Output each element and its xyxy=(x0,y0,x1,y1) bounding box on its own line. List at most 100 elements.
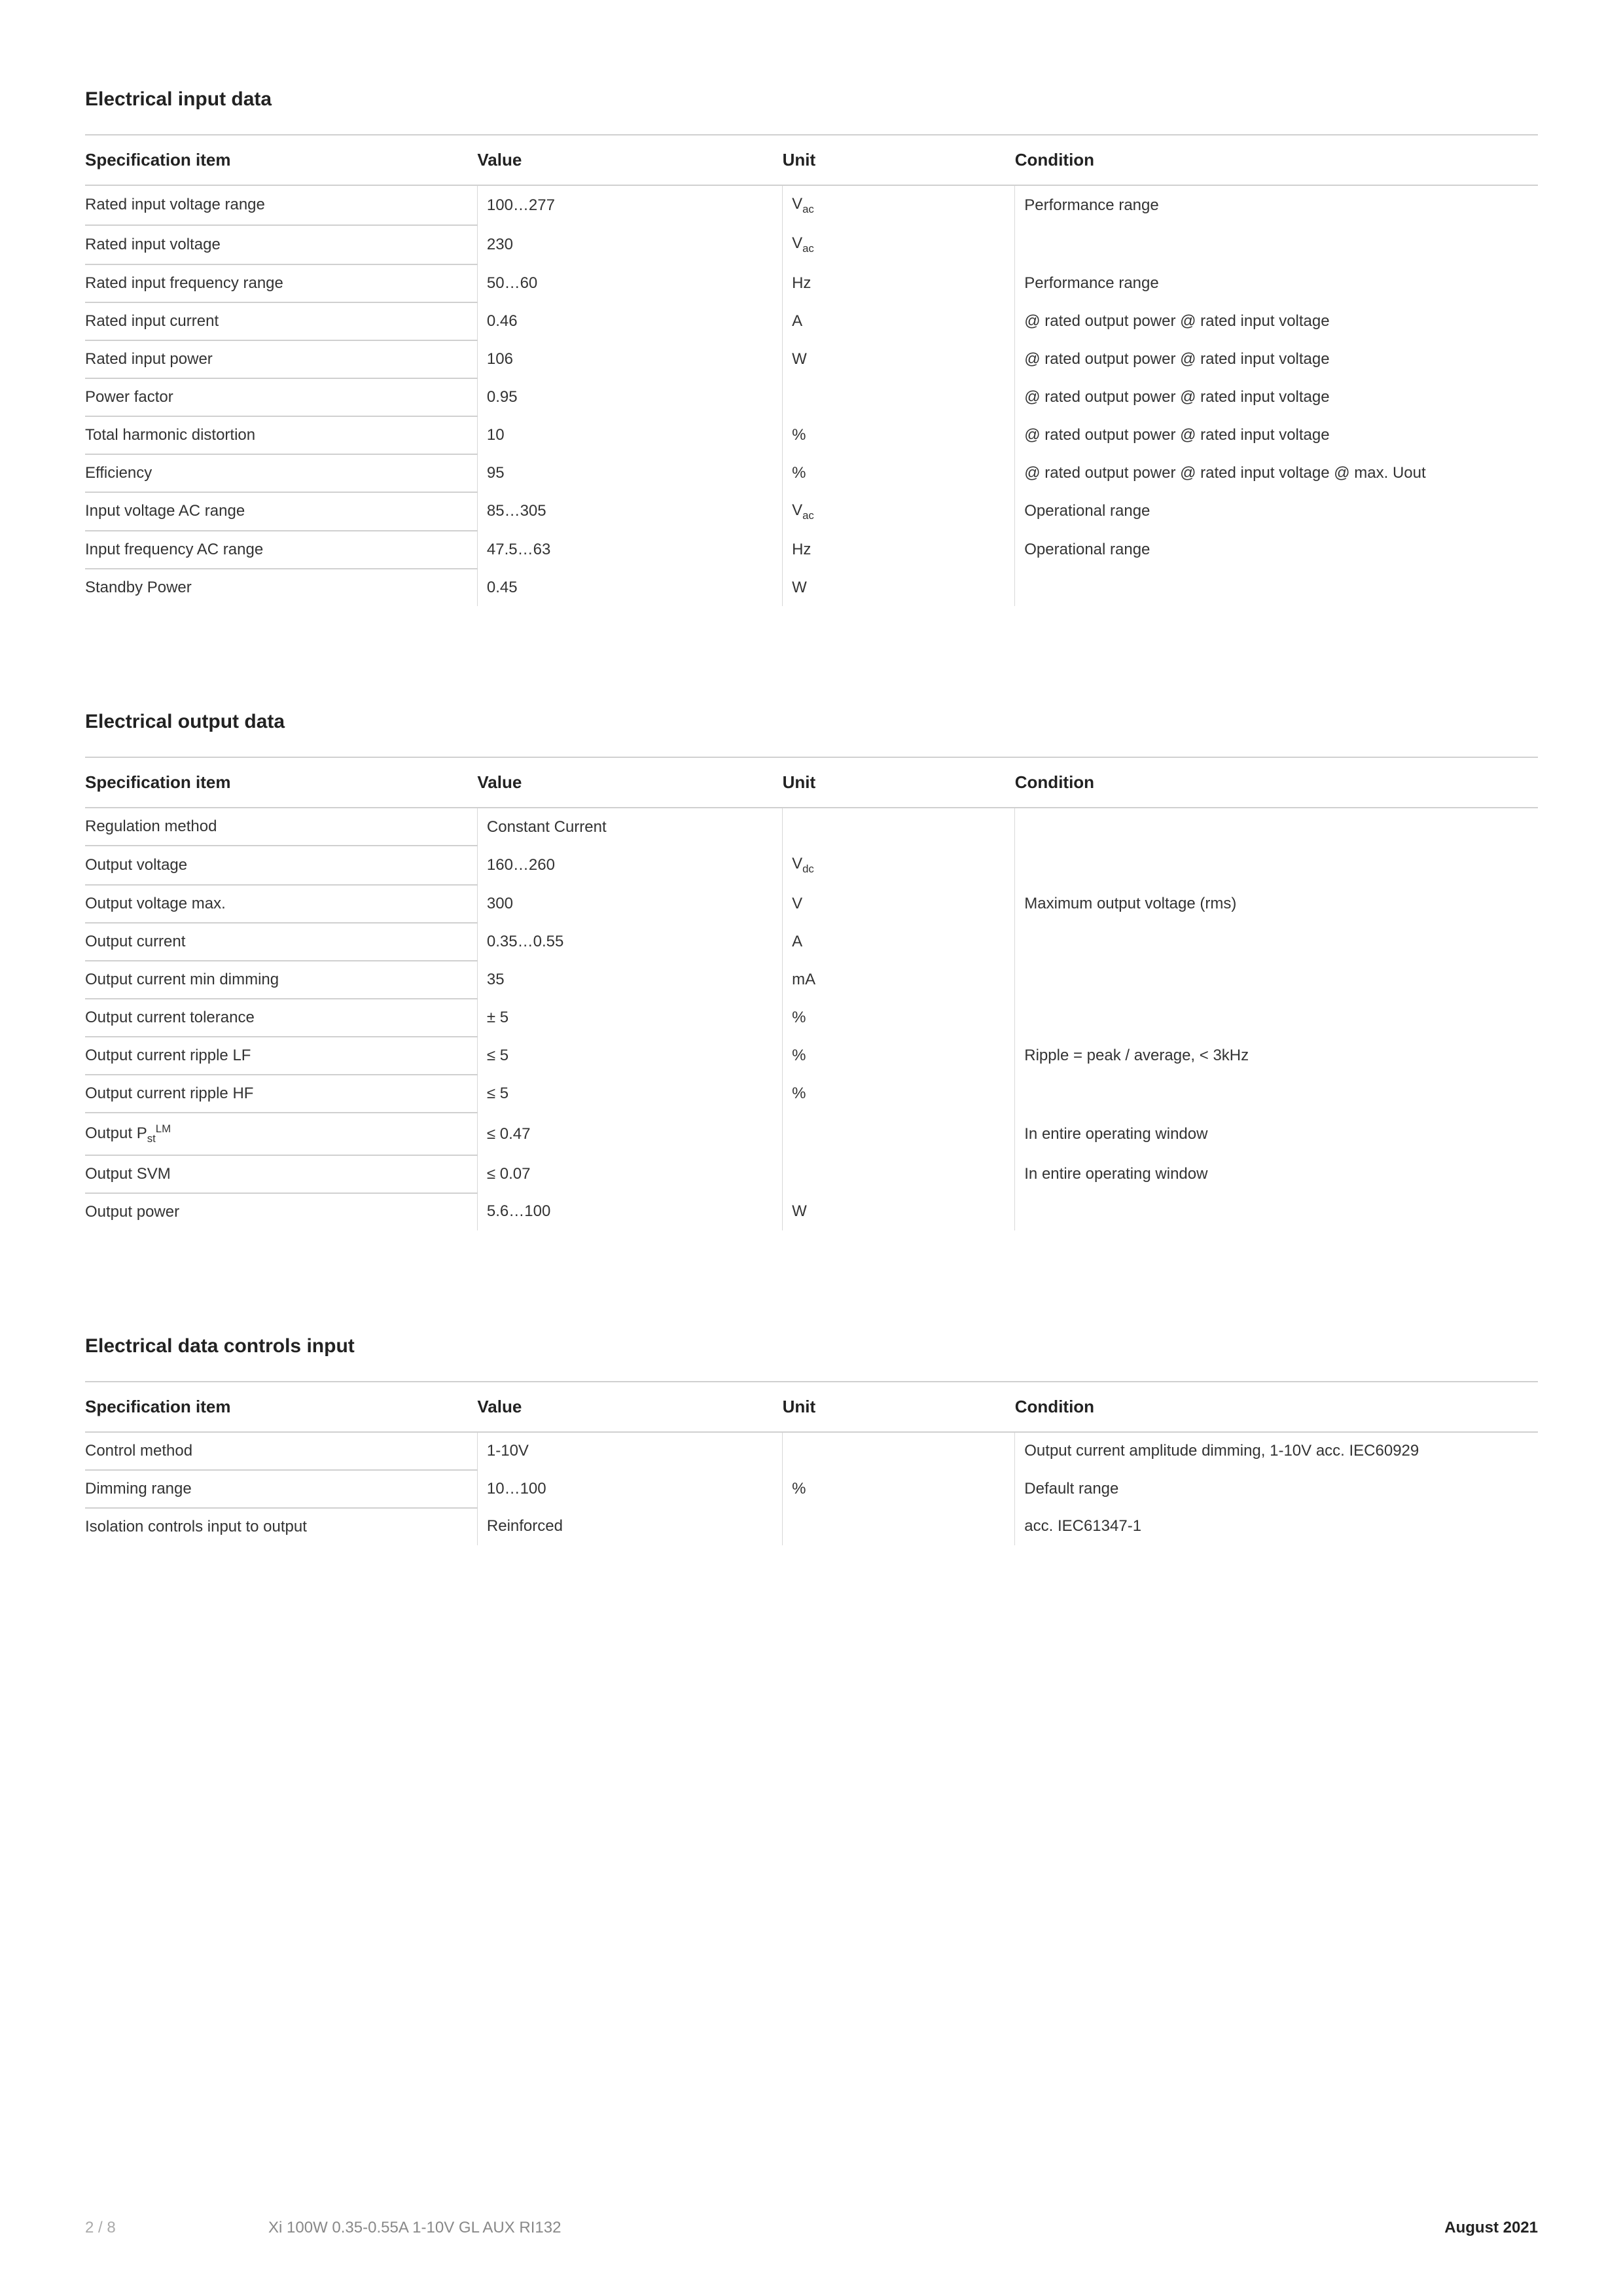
table-row: Rated input current0.46A@ rated output p… xyxy=(85,302,1538,340)
cell-value: 5.6…100 xyxy=(477,1193,782,1230)
cell-spec: Standby Power xyxy=(85,569,477,606)
output-tbody: Regulation methodConstant CurrentOutput … xyxy=(85,808,1538,1230)
input-tbody: Rated input voltage range100…277VacPerfo… xyxy=(85,185,1538,606)
cell-value: 10…100 xyxy=(477,1470,782,1508)
cell-cond: Default range xyxy=(1015,1470,1538,1508)
cell-unit: W xyxy=(783,1193,1015,1230)
cell-spec: Output voltage xyxy=(85,846,477,885)
cell-value: 85…305 xyxy=(477,492,782,531)
controls-tbody: Control method1-10V Output current amplit… xyxy=(85,1432,1538,1545)
table-row: Regulation methodConstant Current xyxy=(85,808,1538,846)
table-row: Rated input frequency range50…60HzPerfor… xyxy=(85,264,1538,302)
col-value: Value xyxy=(477,758,782,808)
cell-spec: Rated input current xyxy=(85,302,477,340)
cell-spec: Output current xyxy=(85,923,477,961)
cell-cond: Performance range xyxy=(1015,264,1538,302)
table-row: Output current min dimming35mA xyxy=(85,961,1538,999)
table-row: Output current tolerance± 5% xyxy=(85,999,1538,1037)
cell-value: ≤ 0.07 xyxy=(477,1155,782,1193)
cell-value: ± 5 xyxy=(477,999,782,1037)
table-row: Power factor0.95@ rated output power @ r… xyxy=(85,378,1538,416)
col-unit: Unit xyxy=(783,135,1015,185)
input-table: Specification item Value Unit Condition … xyxy=(85,135,1538,606)
cell-unit: Vdc xyxy=(783,846,1015,885)
cell-unit: V xyxy=(783,885,1015,923)
col-value: Value xyxy=(477,1382,782,1432)
col-spec: Specification item xyxy=(85,758,477,808)
table-row: Output current0.35…0.55A xyxy=(85,923,1538,961)
cell-cond: In entire operating window xyxy=(1015,1113,1538,1155)
cell-cond: In entire operating window xyxy=(1015,1155,1538,1193)
cell-spec: Output current ripple HF xyxy=(85,1075,477,1113)
cell-spec: Rated input voltage range xyxy=(85,185,477,225)
cell-spec: Output power xyxy=(85,1193,477,1230)
cell-unit: Vac xyxy=(783,492,1015,531)
cell-cond xyxy=(1015,225,1538,264)
footer-left: 2 / 8 Xi 100W 0.35-0.55A 1-10V GL AUX RI… xyxy=(85,2219,561,2237)
cell-unit: Vac xyxy=(783,185,1015,225)
table-row: Output voltage160…260Vdc xyxy=(85,846,1538,885)
cell-spec: Output current min dimming xyxy=(85,961,477,999)
cell-value: 10 xyxy=(477,416,782,454)
section-input: Electrical input data Specification item… xyxy=(85,88,1538,606)
cell-unit xyxy=(783,808,1015,846)
cell-cond: @ rated output power @ rated input volta… xyxy=(1015,378,1538,416)
table-row: Efficiency95%@ rated output power @ rate… xyxy=(85,454,1538,492)
cell-cond xyxy=(1015,808,1538,846)
cell-value: 35 xyxy=(477,961,782,999)
cell-cond: Maximum output voltage (rms) xyxy=(1015,885,1538,923)
cell-unit: % xyxy=(783,1075,1015,1113)
col-cond: Condition xyxy=(1015,758,1538,808)
section-title-controls: Electrical data controls input xyxy=(85,1335,1538,1357)
cell-spec: Dimming range xyxy=(85,1470,477,1508)
cell-value: 95 xyxy=(477,454,782,492)
cell-spec: Control method xyxy=(85,1432,477,1470)
controls-table: Specification item Value Unit Condition … xyxy=(85,1382,1538,1545)
cell-value: 230 xyxy=(477,225,782,264)
cell-unit xyxy=(783,1432,1015,1470)
cell-cond: Output current amplitude dimming, 1-10V … xyxy=(1015,1432,1538,1470)
cell-value: 300 xyxy=(477,885,782,923)
cell-spec: Total harmonic distortion xyxy=(85,416,477,454)
cell-spec: Output current tolerance xyxy=(85,999,477,1037)
section-title-output: Electrical output data xyxy=(85,711,1538,733)
cell-cond xyxy=(1015,1193,1538,1230)
cell-unit: A xyxy=(783,302,1015,340)
cell-value: 1-10V xyxy=(477,1432,782,1470)
table-row: Control method1-10V Output current amplit… xyxy=(85,1432,1538,1470)
cell-unit: % xyxy=(783,999,1015,1037)
footer-date: August 2021 xyxy=(1444,2219,1538,2237)
cell-value: ≤ 5 xyxy=(477,1075,782,1113)
cell-unit xyxy=(783,1155,1015,1193)
cell-cond xyxy=(1015,1075,1538,1113)
col-unit: Unit xyxy=(783,758,1015,808)
table-row: Total harmonic distortion10%@ rated outp… xyxy=(85,416,1538,454)
cell-cond: Performance range xyxy=(1015,185,1538,225)
cell-spec: Rated input power xyxy=(85,340,477,378)
table-header-row: Specification item Value Unit Condition xyxy=(85,758,1538,808)
table-row: Rated input power106W@ rated output powe… xyxy=(85,340,1538,378)
cell-cond xyxy=(1015,923,1538,961)
col-spec: Specification item xyxy=(85,1382,477,1432)
product-name: Xi 100W 0.35-0.55A 1-10V GL AUX RI132 xyxy=(268,2219,561,2236)
cell-cond: @ rated output power @ rated input volta… xyxy=(1015,454,1538,492)
cell-spec: Output PstLM xyxy=(85,1113,477,1155)
table-row: Output current ripple HF≤ 5% xyxy=(85,1075,1538,1113)
cell-value: Reinforced xyxy=(477,1508,782,1545)
cell-unit: A xyxy=(783,923,1015,961)
cell-value: 160…260 xyxy=(477,846,782,885)
cell-unit: % xyxy=(783,454,1015,492)
cell-cond xyxy=(1015,569,1538,606)
page: Electrical input data Specification item… xyxy=(0,0,1623,1545)
cell-unit: % xyxy=(783,416,1015,454)
cell-value: 0.35…0.55 xyxy=(477,923,782,961)
cell-spec: Input frequency AC range xyxy=(85,531,477,569)
cell-value: 47.5…63 xyxy=(477,531,782,569)
page-number: 2 / 8 xyxy=(85,2219,116,2236)
cell-spec: Rated input frequency range xyxy=(85,264,477,302)
cell-cond xyxy=(1015,846,1538,885)
section-controls: Electrical data controls input Specifica… xyxy=(85,1335,1538,1545)
cell-value: 106 xyxy=(477,340,782,378)
cell-unit: Hz xyxy=(783,264,1015,302)
cell-cond xyxy=(1015,999,1538,1037)
